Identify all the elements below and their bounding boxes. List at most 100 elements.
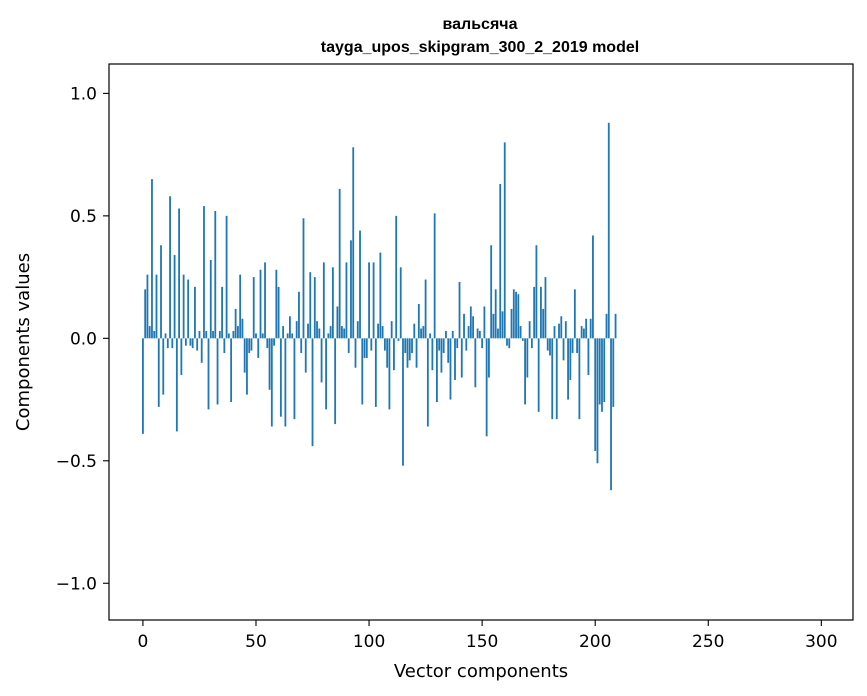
bar [465, 338, 468, 351]
bar [300, 338, 303, 354]
bar [596, 338, 599, 464]
y-tick-label: −0.5 [56, 452, 97, 472]
bar [530, 338, 533, 349]
bar [361, 338, 364, 405]
bar [587, 338, 590, 376]
bar [472, 316, 474, 339]
x-tick-label: 150 [466, 632, 498, 652]
bar [512, 289, 515, 339]
bar [250, 338, 253, 351]
bar [488, 338, 490, 378]
x-tick-label: 0 [138, 632, 149, 652]
bar [390, 321, 393, 339]
bar [189, 338, 192, 346]
bar [569, 338, 572, 380]
bar [173, 255, 176, 339]
bar [359, 230, 361, 339]
bar [463, 313, 465, 339]
bar [144, 289, 147, 339]
bar [497, 328, 499, 339]
bar [420, 328, 422, 339]
bar [503, 142, 506, 339]
bar [322, 262, 325, 339]
bar [492, 313, 495, 339]
bar [515, 291, 517, 339]
bar [499, 184, 502, 339]
bar [467, 326, 470, 339]
bar [182, 274, 185, 339]
bar [291, 333, 294, 339]
bar [476, 328, 479, 339]
bar [535, 245, 538, 339]
bar [436, 338, 438, 403]
bar [218, 330, 221, 339]
bar [424, 279, 427, 339]
bar [343, 328, 346, 339]
bar [546, 338, 549, 351]
bar [454, 338, 456, 380]
bar [180, 338, 183, 376]
bar [214, 210, 217, 339]
bar [200, 338, 203, 363]
bar [474, 338, 477, 388]
bar [370, 338, 373, 351]
bar [553, 326, 556, 339]
bar [227, 333, 230, 339]
bar [483, 306, 486, 339]
bar [445, 330, 447, 339]
bar [318, 328, 321, 339]
chart-subtitle: tayga_upos_skipgram_300_2_2019 model [321, 39, 639, 56]
bar [519, 326, 522, 339]
bar [605, 313, 608, 339]
bar [282, 326, 285, 339]
bar [198, 330, 201, 339]
bar [307, 323, 309, 339]
bar [438, 338, 441, 351]
bar [578, 338, 581, 420]
y-tick-label: −1.0 [56, 574, 97, 594]
bar [542, 308, 545, 339]
bar [293, 338, 296, 420]
bar [252, 277, 255, 339]
bar [485, 338, 488, 437]
bar [329, 326, 332, 339]
bar [386, 338, 389, 368]
bar [576, 338, 579, 354]
bar [203, 206, 205, 339]
bar [399, 267, 402, 339]
bar [408, 338, 411, 361]
bar [205, 330, 208, 339]
bar [175, 338, 178, 432]
bar [196, 338, 199, 351]
bar [146, 274, 149, 339]
bar [592, 235, 594, 339]
bar [243, 338, 246, 373]
bar [221, 286, 223, 339]
bar [169, 196, 171, 339]
bar [402, 338, 404, 466]
bar [207, 338, 210, 410]
bar [411, 338, 413, 354]
x-axis-label: Vector components [394, 661, 568, 682]
bar [160, 245, 162, 339]
bar [356, 321, 359, 339]
bar [270, 338, 273, 427]
bar [383, 338, 386, 351]
bar [209, 259, 212, 339]
y-tick-label: 0.5 [70, 207, 97, 227]
bar [225, 215, 228, 339]
y-tick-label: 0.0 [70, 329, 97, 349]
bar [395, 215, 398, 339]
bar [533, 286, 536, 339]
bar [451, 330, 454, 339]
bar [598, 338, 601, 405]
bar [234, 308, 237, 339]
bar [284, 338, 287, 427]
x-tick-label: 200 [579, 632, 611, 652]
bar [279, 338, 282, 417]
bar [334, 338, 337, 425]
bar [612, 338, 615, 407]
bar [501, 311, 504, 339]
bar [151, 179, 153, 339]
